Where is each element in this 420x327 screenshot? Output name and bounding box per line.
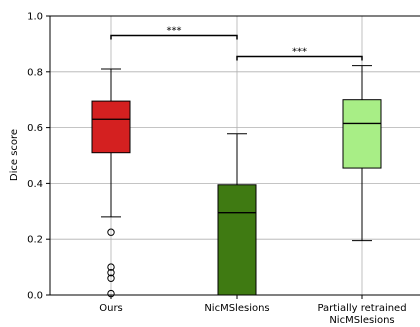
outlier-point xyxy=(107,263,115,271)
y-tick-label: 0.8 xyxy=(27,67,43,78)
box-group xyxy=(342,65,382,242)
box-series xyxy=(91,65,382,298)
significance-bracket: *** xyxy=(110,26,238,40)
y-axis-label: Dice score xyxy=(9,129,20,181)
y-tick-label: 0.2 xyxy=(27,235,43,246)
y-tick-label: 0.6 xyxy=(27,123,43,134)
box-iqr xyxy=(217,184,257,296)
outlier-point xyxy=(107,228,115,236)
box-group xyxy=(91,68,131,298)
x-tick-label: NicMSlesions xyxy=(329,315,394,326)
significance-label: *** xyxy=(292,46,307,57)
outlier-point xyxy=(107,268,115,277)
x-tick-label: Partially retrained xyxy=(317,303,406,314)
y-axis: 0.0 0.2 0.4 0.6 0.8 1.0 xyxy=(27,12,51,302)
significance-bracket: *** xyxy=(236,46,363,61)
y-tick-label: 0.0 xyxy=(27,291,43,302)
bracket-line xyxy=(110,34,238,40)
x-tick-label: Ours xyxy=(99,303,123,314)
x-tick-label: NicMSlesions xyxy=(204,303,269,314)
bracket-line xyxy=(236,55,363,61)
box-iqr xyxy=(342,99,382,169)
significance-label: *** xyxy=(167,26,182,37)
box-iqr xyxy=(91,100,131,154)
y-tick-label: 1.0 xyxy=(27,12,43,23)
x-axis: Ours NicMSlesions Partially retrainedNicMS… xyxy=(50,15,420,326)
box-group xyxy=(217,133,257,296)
outlier-point xyxy=(107,274,115,282)
significance-brackets: *** *** xyxy=(110,26,363,61)
y-tick-label: 0.4 xyxy=(27,179,43,190)
